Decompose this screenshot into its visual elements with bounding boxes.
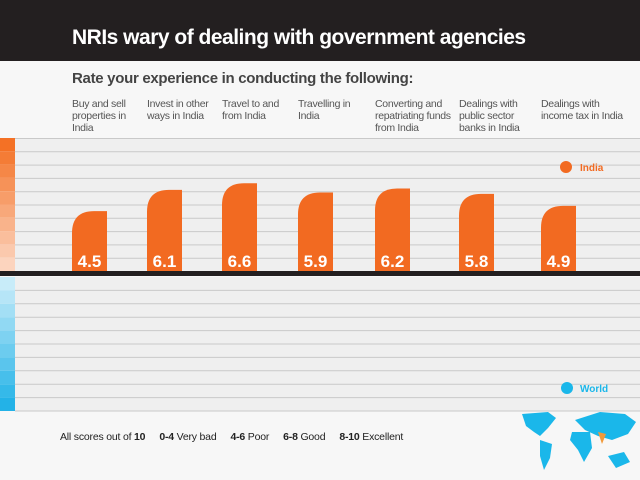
scale-strip-world (0, 370, 15, 385)
category-label: Converting and repatriating funds from I… (375, 98, 451, 134)
scale-strip-india (0, 177, 15, 192)
scale-strip-world (0, 277, 15, 291)
category-label: Dealings with income tax in India (541, 98, 623, 122)
category-label: Invest in other ways in India (147, 98, 209, 122)
india-highlight-icon (598, 432, 606, 444)
world-map-icon (522, 412, 556, 436)
bar-india (375, 188, 410, 271)
world-map-icon (575, 412, 636, 440)
score-key: All scores out of 10 0-4 Very bad 4-6 Po… (60, 431, 510, 443)
scale-label: Poor (247, 431, 270, 443)
scale-strip-india (0, 164, 15, 178)
scale-strip-india (0, 191, 15, 205)
legend-world-dot (561, 382, 573, 394)
world-map-icon (570, 432, 592, 462)
bar-india (541, 205, 576, 271)
chart-title: NRIs wary of dealing with government age… (72, 26, 526, 49)
bar-value-label: 4.9 (547, 252, 571, 271)
category-label: Dealings with public sector banks in Ind… (459, 98, 520, 134)
bar-india (298, 192, 333, 271)
legend-india-label: India (580, 163, 604, 174)
scale-3: 8-10 Excellent (339, 431, 403, 443)
score-note: All scores out of 10 (60, 431, 146, 443)
bar-india (72, 211, 107, 271)
score-max: 10 (134, 431, 146, 443)
scale-strip-world (0, 317, 15, 331)
category-label: Travelling in India (298, 98, 351, 122)
world-map-icon (540, 440, 552, 470)
bar-india (147, 189, 182, 271)
scale-range: 0-4 (159, 431, 174, 443)
legend-world-label: World (580, 384, 608, 395)
scale-strip-india (0, 151, 15, 165)
scale-strip-world (0, 344, 15, 358)
scale-range: 6-8 (283, 431, 298, 443)
bar-value-label: 6.2 (381, 252, 405, 271)
scale-0: 0-4 Very bad (159, 431, 216, 443)
bar-value-label: 5.9 (304, 252, 328, 271)
scale-strip-world (0, 330, 15, 344)
scale-label: Good (300, 431, 326, 443)
scale-strip-world (0, 384, 15, 398)
chart-subtitle: Rate your experience in conducting the f… (72, 70, 414, 87)
scale-strip-india (0, 257, 15, 271)
bar-india (459, 193, 494, 271)
scale-2: 6-8 Good (283, 431, 325, 443)
bar-value-label: 6.6 (228, 252, 252, 271)
bar-value-label: 5.8 (465, 252, 489, 271)
category-label: Travel to and from India (222, 98, 279, 122)
bar-value-label: 4.5 (78, 252, 102, 271)
bar-india (222, 183, 257, 271)
legend-india-dot (560, 161, 572, 173)
scale-strip-india (0, 204, 15, 218)
scale-range: 4-6 (230, 431, 246, 443)
scale-1: 4-6 Poor (230, 431, 269, 443)
scale-strip-world (0, 357, 15, 371)
score-note-text: All scores out of (60, 431, 132, 443)
scale-strip-india (0, 231, 15, 245)
scale-label: Excellent (362, 431, 404, 443)
header-bar: NRIs wary of dealing with government age… (0, 0, 640, 61)
scale-strip-world (0, 397, 15, 411)
baseline (0, 271, 640, 276)
scale-strip-india (0, 138, 15, 152)
bar-value-label: 6.1 (153, 252, 177, 271)
scale-strip-india (0, 244, 15, 258)
scale-strip-india (0, 217, 15, 232)
scale-strip-world (0, 303, 15, 318)
scale-range: 8-10 (339, 431, 360, 443)
category-label: Buy and sell properties in India (72, 98, 126, 134)
world-map-icon (608, 452, 630, 468)
scale-label: Very bad (176, 431, 217, 443)
scale-strip-world (0, 290, 15, 304)
